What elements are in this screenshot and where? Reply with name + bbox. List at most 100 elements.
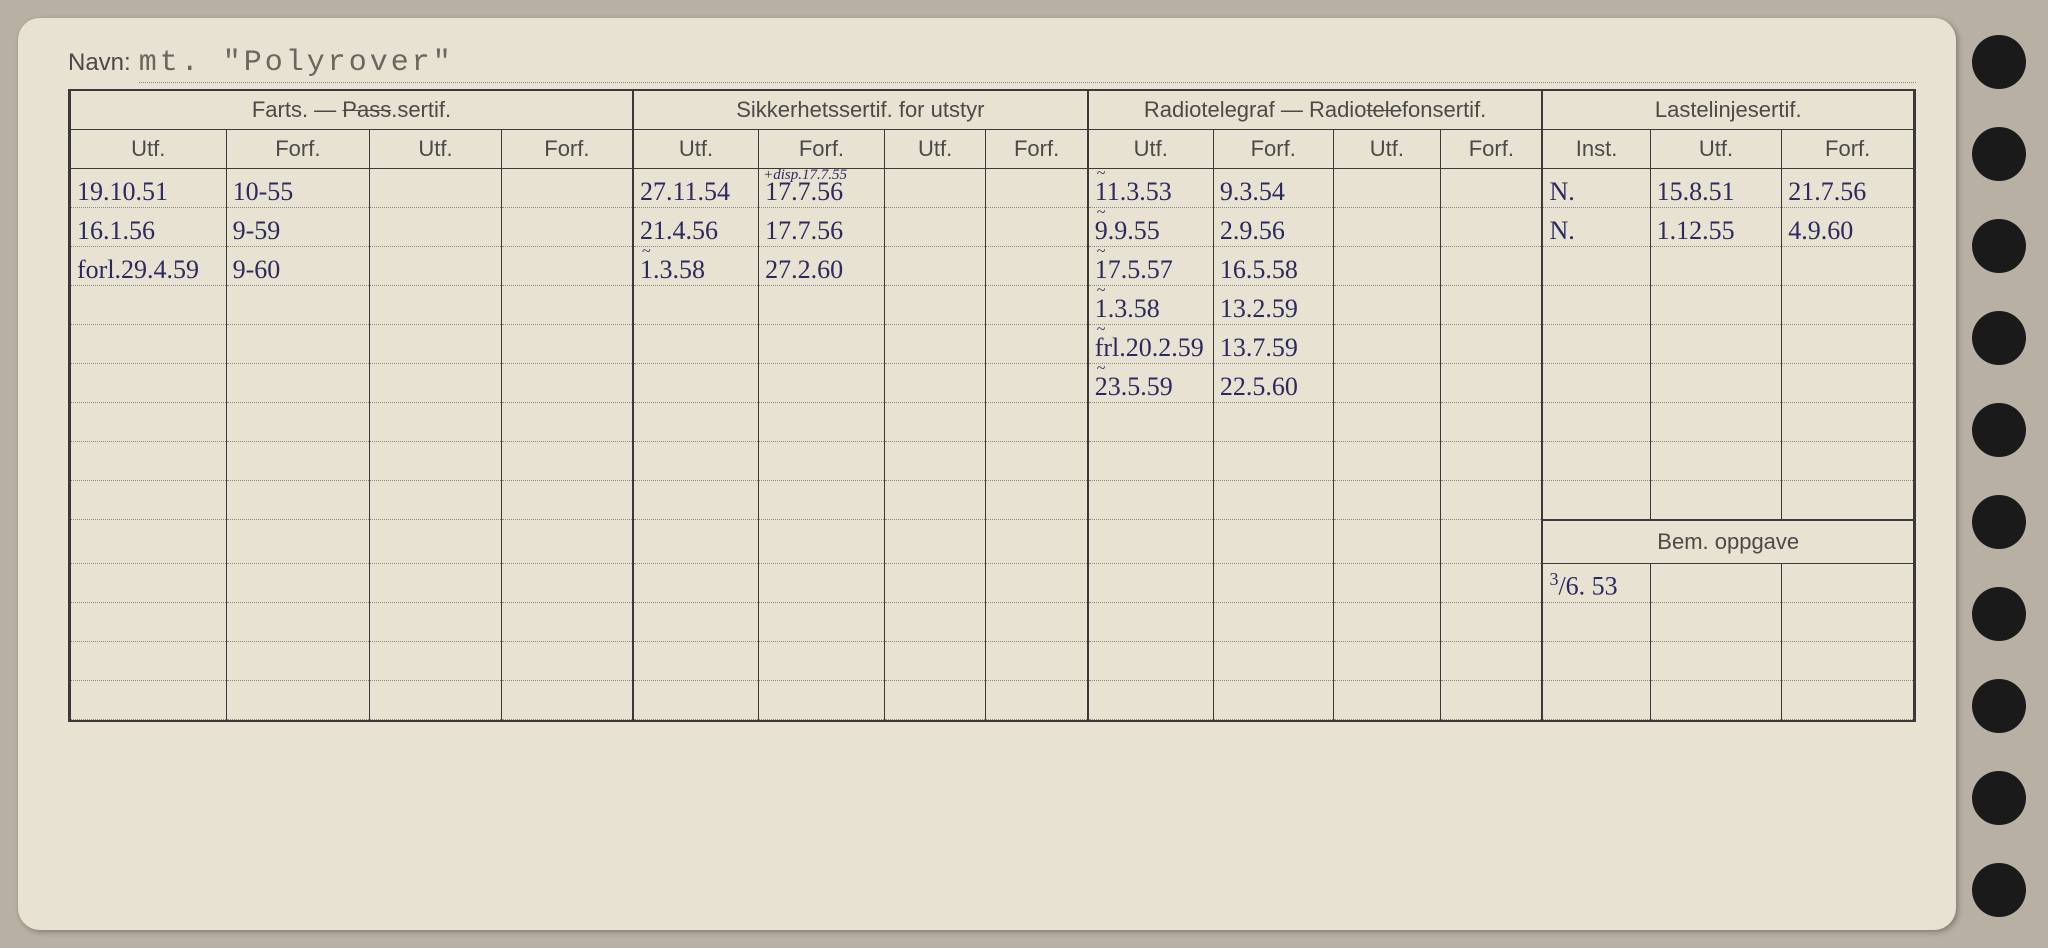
table-cell <box>1782 442 1914 481</box>
table-cell <box>1542 247 1650 286</box>
table-cell <box>370 642 502 681</box>
table-cell <box>1650 481 1782 520</box>
table-cell <box>370 681 502 720</box>
table-cell <box>1441 442 1543 481</box>
table-cell <box>1441 481 1543 520</box>
table-cell: N. <box>1542 208 1650 247</box>
table-cell <box>501 364 633 403</box>
header-farts: Farts. — Pass.sertif. <box>71 91 633 130</box>
table-cell <box>986 247 1088 286</box>
table-cell <box>1441 364 1543 403</box>
table-cell <box>1542 325 1650 364</box>
table-cell <box>501 681 633 720</box>
table-cell <box>71 325 227 364</box>
sub-utf: Utf. <box>370 130 502 169</box>
table-cell <box>884 520 986 564</box>
table-cell <box>1782 286 1914 325</box>
table-cell: 10-55 <box>226 169 370 208</box>
header-laste: Lastelinjesertif. <box>1542 91 1913 130</box>
table-cell <box>884 247 986 286</box>
table-cell <box>370 481 502 520</box>
table-cell <box>1213 481 1333 520</box>
table-cell <box>1213 681 1333 720</box>
table-cell <box>501 481 633 520</box>
table-row <box>71 681 1914 720</box>
punch-hole <box>1972 311 2026 365</box>
table-cell <box>1213 564 1333 603</box>
table-cell <box>1782 403 1914 442</box>
table-cell <box>633 520 759 564</box>
table-cell <box>501 403 633 442</box>
sub-utf: Utf. <box>884 130 986 169</box>
sub-forf: Forf. <box>1441 130 1543 169</box>
table-cell: ~1.3.58 <box>1088 286 1214 325</box>
table-cell <box>1782 247 1914 286</box>
table-cell <box>759 481 885 520</box>
sub-utf: Utf. <box>71 130 227 169</box>
table-cell <box>986 564 1088 603</box>
table-cell: ~1.3.58 <box>633 247 759 286</box>
table-cell <box>884 681 986 720</box>
table-cell <box>1542 642 1650 681</box>
table-row <box>71 403 1914 442</box>
table-cell <box>759 403 885 442</box>
table-cell <box>1441 325 1543 364</box>
header-row-groups: Farts. — Pass.sertif. Sikkerhetssertif. … <box>71 91 1914 130</box>
table-cell <box>1088 520 1214 564</box>
table-cell <box>71 403 227 442</box>
table-cell <box>71 364 227 403</box>
table-cell <box>501 603 633 642</box>
table-cell: ~23.5.59 <box>1088 364 1214 403</box>
table-cell <box>759 364 885 403</box>
table-row: Bem. oppgave <box>71 520 1914 564</box>
table-cell <box>986 208 1088 247</box>
punch-hole <box>1972 127 2026 181</box>
table-cell <box>1542 403 1650 442</box>
table-cell <box>884 442 986 481</box>
table-cell <box>1088 442 1214 481</box>
table-cell <box>1650 247 1782 286</box>
table-cell: 21.4.56 <box>633 208 759 247</box>
table-cell <box>1333 642 1441 681</box>
table-cell <box>1542 286 1650 325</box>
table-cell <box>226 681 370 720</box>
table-cell <box>884 642 986 681</box>
sub-forf: Forf. <box>501 130 633 169</box>
table-cell <box>226 364 370 403</box>
table-cell <box>226 603 370 642</box>
table-cell <box>759 442 885 481</box>
table-cell <box>226 403 370 442</box>
table-cell: 16.1.56 <box>71 208 227 247</box>
punch-hole <box>1972 403 2026 457</box>
table-cell <box>1088 564 1214 603</box>
table-cell <box>986 169 1088 208</box>
table-cell <box>1441 520 1543 564</box>
table-cell <box>1213 642 1333 681</box>
sub-forf: Forf. <box>226 130 370 169</box>
header-sikkerhet: Sikkerhetssertif. for utstyr <box>633 91 1088 130</box>
name-label: Navn: <box>68 49 131 77</box>
table-cell: N. <box>1542 169 1650 208</box>
table-cell <box>884 603 986 642</box>
table-cell <box>633 325 759 364</box>
table-cell <box>370 247 502 286</box>
table-row: 19.10.5110-5527.11.54+disp.17.7.5517.7.5… <box>71 169 1914 208</box>
sub-utf: Utf. <box>633 130 759 169</box>
table-cell <box>226 442 370 481</box>
table-cell <box>1213 603 1333 642</box>
table-cell <box>1441 208 1543 247</box>
table-cell <box>1650 603 1782 642</box>
table-cell <box>884 364 986 403</box>
table-cell: 1.12.55 <box>1650 208 1782 247</box>
table-cell <box>1542 442 1650 481</box>
table-body: 19.10.5110-5527.11.54+disp.17.7.5517.7.5… <box>71 169 1914 720</box>
table-cell <box>226 520 370 564</box>
punch-hole <box>1972 219 2026 273</box>
table-cell: 19.10.51 <box>71 169 227 208</box>
table-cell: 4.9.60 <box>1782 208 1914 247</box>
table-cell <box>370 603 502 642</box>
sub-utf: Utf. <box>1650 130 1782 169</box>
table-cell <box>370 442 502 481</box>
table-cell <box>633 642 759 681</box>
table-cell <box>884 325 986 364</box>
